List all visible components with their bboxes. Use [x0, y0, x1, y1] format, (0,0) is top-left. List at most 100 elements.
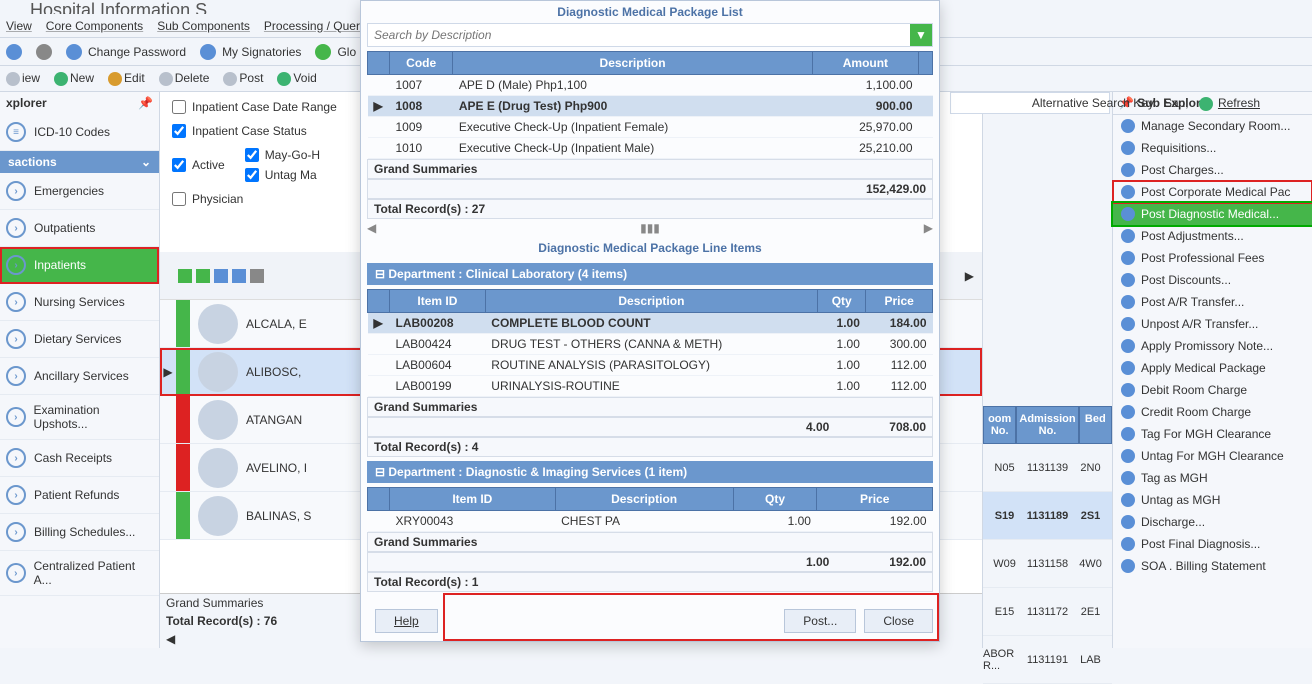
sidebar-item-ancillary-services[interactable]: ›Ancillary Services — [0, 358, 159, 395]
col-qty2[interactable]: Qty — [733, 488, 817, 511]
menu-view[interactable]: View — [6, 19, 32, 33]
sidebar-item-centralized-patient-a-[interactable]: ›Centralized Patient A... — [0, 551, 159, 596]
sub-item-unpost-a-r-transfer-[interactable]: Unpost A/R Transfer... — [1113, 313, 1312, 335]
line-item-row[interactable]: LAB00604ROUTINE ANALYSIS (PARASITOLOGY)1… — [368, 355, 933, 376]
sub-item-discharge-[interactable]: Discharge... — [1113, 511, 1312, 533]
col-itemid2[interactable]: Item ID — [390, 488, 556, 511]
col-desc[interactable]: Description — [485, 290, 817, 313]
data-row[interactable]: W0911311584W0 — [983, 540, 1112, 588]
sidebar-item-examination-upshots-[interactable]: ›Examination Upshots... — [0, 395, 159, 440]
sidebar-item-nursing-services[interactable]: ›Nursing Services — [0, 284, 159, 321]
col-price2[interactable]: Price — [817, 488, 933, 511]
refresh-button[interactable]: Refresh — [1218, 96, 1260, 110]
transactions-header[interactable]: sactions⌄ — [0, 151, 159, 173]
sidebar-item-outpatients[interactable]: ›Outpatients — [0, 210, 159, 247]
line-item-row[interactable]: LAB00424DRUG TEST - OTHERS (CANNA & METH… — [368, 334, 933, 355]
item-icon: › — [6, 563, 26, 583]
sub-item-post-adjustments-[interactable]: Post Adjustments... — [1113, 225, 1312, 247]
help-button[interactable]: Help — [375, 609, 438, 633]
col-description[interactable]: Description — [453, 52, 813, 75]
explorer-title: xplorer — [6, 96, 47, 110]
col-bed[interactable]: Bed — [1079, 406, 1112, 444]
sidebar-item-patient-refunds[interactable]: ›Patient Refunds — [0, 477, 159, 514]
package-row[interactable]: 1010Executive Check-Up (Inpatient Male)2… — [368, 138, 933, 159]
action-icon — [1121, 273, 1135, 287]
sub-item-post-a-r-transfer-[interactable]: Post A/R Transfer... — [1113, 291, 1312, 313]
filter-active[interactable]: Active — [172, 148, 225, 182]
action-icon — [1121, 471, 1135, 485]
action-icon — [1121, 493, 1135, 507]
col-room[interactable]: oom No. — [983, 406, 1016, 444]
tool-edit[interactable]: Edit — [108, 71, 145, 86]
lock-icon[interactable] — [36, 44, 52, 60]
sub-item-post-corporate-medical-pac[interactable]: Post Corporate Medical Pac — [1113, 181, 1312, 203]
tool-void[interactable]: Void — [277, 71, 316, 86]
col-code[interactable]: Code — [390, 52, 453, 75]
dept1-header[interactable]: Department : Clinical Laboratory (4 item… — [367, 263, 933, 285]
package-row[interactable]: ▶1008APE E (Drug Test) Php900900.00 — [368, 96, 933, 117]
sidebar-item-dietary-services[interactable]: ›Dietary Services — [0, 321, 159, 358]
filter-maygo[interactable]: May-Go-H — [245, 148, 320, 162]
data-row[interactable]: N0511311392N0 — [983, 444, 1112, 492]
sub-item-manage-secondary-room-[interactable]: Manage Secondary Room... — [1113, 115, 1312, 137]
col-price[interactable]: Price — [866, 290, 933, 313]
tool-post[interactable]: Post — [223, 71, 263, 86]
pin-icon[interactable]: 📌 — [138, 96, 153, 110]
refresh-icon[interactable] — [1199, 97, 1213, 111]
col-qty[interactable]: Qty — [818, 290, 866, 313]
sub-item-requisitions-[interactable]: Requisitions... — [1113, 137, 1312, 159]
tool-new[interactable]: New — [54, 71, 94, 86]
line-item-row[interactable]: LAB00199URINALYSIS-ROUTINE1.00112.00 — [368, 376, 933, 397]
col-desc2[interactable]: Description — [555, 488, 733, 511]
action-icon — [1121, 229, 1135, 243]
tool-delete[interactable]: Delete — [159, 71, 210, 86]
sidebar-item-cash-receipts[interactable]: ›Cash Receipts — [0, 440, 159, 477]
package-row[interactable]: 1007APE D (Male) Php1,1001,100.00 — [368, 75, 933, 96]
data-row[interactable]: E1511311722E1 — [983, 588, 1112, 636]
line-item-row[interactable]: XRY00043CHEST PA1.00192.00 — [368, 511, 933, 532]
sub-item-post-professional-fees[interactable]: Post Professional Fees — [1113, 247, 1312, 269]
line-item-row[interactable]: ▶LAB00208COMPLETE BLOOD COUNT1.00184.00 — [368, 313, 933, 334]
sub-item-credit-room-charge[interactable]: Credit Room Charge — [1113, 401, 1312, 423]
sub-item-post-discounts-[interactable]: Post Discounts... — [1113, 269, 1312, 291]
sub-item-post-diagnostic-medical-[interactable]: Post Diagnostic Medical... — [1113, 203, 1312, 225]
col-itemid[interactable]: Item ID — [390, 290, 486, 313]
sidebar-item-icd10[interactable]: ≡ ICD-10 Codes — [0, 114, 159, 151]
sub-item-post-charges-[interactable]: Post Charges... — [1113, 159, 1312, 181]
sub-item-tag-for-mgh-clearance[interactable]: Tag For MGH Clearance — [1113, 423, 1312, 445]
sub-item-debit-room-charge[interactable]: Debit Room Charge — [1113, 379, 1312, 401]
sidebar-item-inpatients[interactable]: ›Inpatients — [0, 247, 159, 284]
globe-icon[interactable] — [315, 44, 331, 60]
sidebar-item-billing-schedules-[interactable]: ›Billing Schedules... — [0, 514, 159, 551]
signatories-icon[interactable] — [200, 44, 216, 60]
package-search-input[interactable] — [368, 24, 910, 46]
sub-item-tag-as-mgh[interactable]: Tag as MGH — [1113, 467, 1312, 489]
patient-name: ATANGAN — [246, 413, 302, 427]
global-button[interactable]: Glo — [337, 45, 356, 59]
menu-processing[interactable]: Processing / Queri — [264, 19, 363, 33]
col-amount[interactable]: Amount — [812, 52, 918, 75]
package-list-table: Code Description Amount 1007APE D (Male)… — [367, 51, 933, 159]
menu-core[interactable]: Core Components — [46, 19, 143, 33]
h-scroll[interactable]: ◀▮▮▮▶ — [367, 221, 933, 235]
sub-item-untag-for-mgh-clearance[interactable]: Untag For MGH Clearance — [1113, 445, 1312, 467]
filter-untagma[interactable]: Untag Ma — [245, 168, 320, 182]
toolbar-icon[interactable] — [6, 44, 22, 60]
filter-icon[interactable]: ▼ — [910, 24, 932, 46]
change-password-button[interactable]: Change Password — [88, 45, 186, 59]
sub-item-apply-medical-package[interactable]: Apply Medical Package — [1113, 357, 1312, 379]
col-admission[interactable]: Admission No. — [1016, 406, 1078, 444]
sub-item-post-final-diagnosis-[interactable]: Post Final Diagnosis... — [1113, 533, 1312, 555]
sub-item-untag-as-mgh[interactable]: Untag as MGH — [1113, 489, 1312, 511]
package-row[interactable]: 1009Executive Check-Up (Inpatient Female… — [368, 117, 933, 138]
menu-sub[interactable]: Sub Components — [157, 19, 250, 33]
key-icon[interactable] — [66, 44, 82, 60]
tool-iew[interactable]: iew — [6, 71, 40, 86]
data-row[interactable]: ABOR R...1131191LAB — [983, 636, 1112, 684]
dept2-header[interactable]: Department : Diagnostic & Imaging Servic… — [367, 461, 933, 483]
my-signatories-button[interactable]: My Signatories — [222, 45, 301, 59]
sidebar-item-emergencies[interactable]: ›Emergencies — [0, 173, 159, 210]
sub-item-soa-billing-statement[interactable]: SOA . Billing Statement — [1113, 555, 1312, 577]
data-row[interactable]: S1911311892S1 — [983, 492, 1112, 540]
sub-item-apply-promissory-note-[interactable]: Apply Promissory Note... — [1113, 335, 1312, 357]
